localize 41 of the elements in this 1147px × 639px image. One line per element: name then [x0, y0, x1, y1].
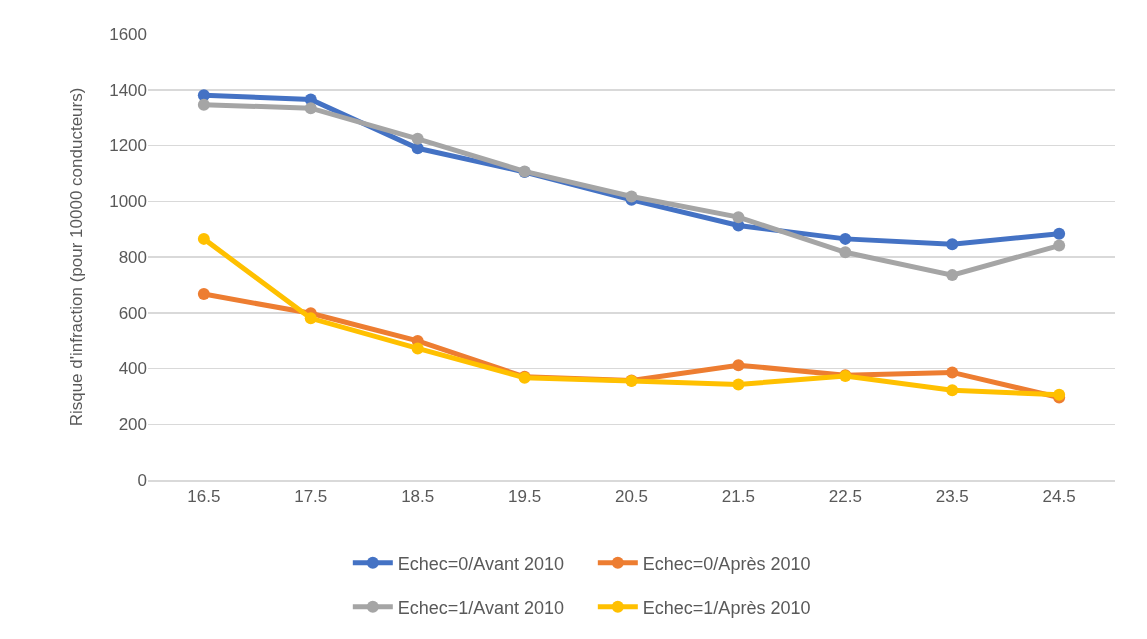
- x-tick-label: 19.5: [508, 486, 542, 506]
- point: [197, 98, 210, 111]
- point: [304, 102, 317, 115]
- x-tick-label: 22.5: [828, 486, 862, 506]
- point: [839, 246, 852, 259]
- x-tick-label: 21.5: [721, 486, 755, 506]
- point: [304, 312, 317, 325]
- x-tick-label: 16.5: [187, 486, 221, 506]
- y-tick-label: 400: [118, 359, 147, 379]
- point: [946, 366, 959, 379]
- x-tick-label: 18.5: [401, 486, 435, 506]
- point: [732, 359, 745, 372]
- y-tick-label: 1600: [109, 24, 147, 44]
- x-tick-label: 20.5: [614, 486, 649, 506]
- legend-label: Echec=0/Avant 2010: [397, 553, 565, 574]
- point: [411, 342, 424, 355]
- point: [732, 378, 745, 391]
- y-tick-label: 600: [118, 303, 147, 323]
- y-tick-label: 800: [118, 247, 147, 267]
- y-tick-label: 1400: [109, 80, 147, 100]
- point: [411, 132, 424, 145]
- point: [1053, 227, 1066, 240]
- point: [732, 211, 745, 224]
- y-tick-label: 1000: [109, 192, 147, 212]
- point: [1053, 239, 1066, 252]
- point: [946, 238, 959, 251]
- x-tick-label: 17.5: [294, 486, 328, 506]
- y-tick-label: 200: [118, 415, 147, 435]
- point: [946, 384, 959, 397]
- legend-label: Echec=1/Avant 2010: [397, 597, 565, 618]
- point: [197, 288, 210, 301]
- legend-label: Echec=1/Après 2010: [642, 597, 811, 618]
- x-tick-label: 24.5: [1042, 486, 1076, 506]
- y-axis-title: Risque d'infraction (pour 10000 conducteurs): [66, 87, 86, 427]
- point: [946, 269, 959, 282]
- y-tick-label: 0: [137, 470, 147, 490]
- x-tick-label: 23.5: [935, 486, 969, 506]
- point: [839, 232, 852, 245]
- y-tick-label: 1200: [109, 136, 147, 156]
- legend-label: Echec=0/Après 2010: [642, 553, 811, 574]
- point: [197, 232, 210, 245]
